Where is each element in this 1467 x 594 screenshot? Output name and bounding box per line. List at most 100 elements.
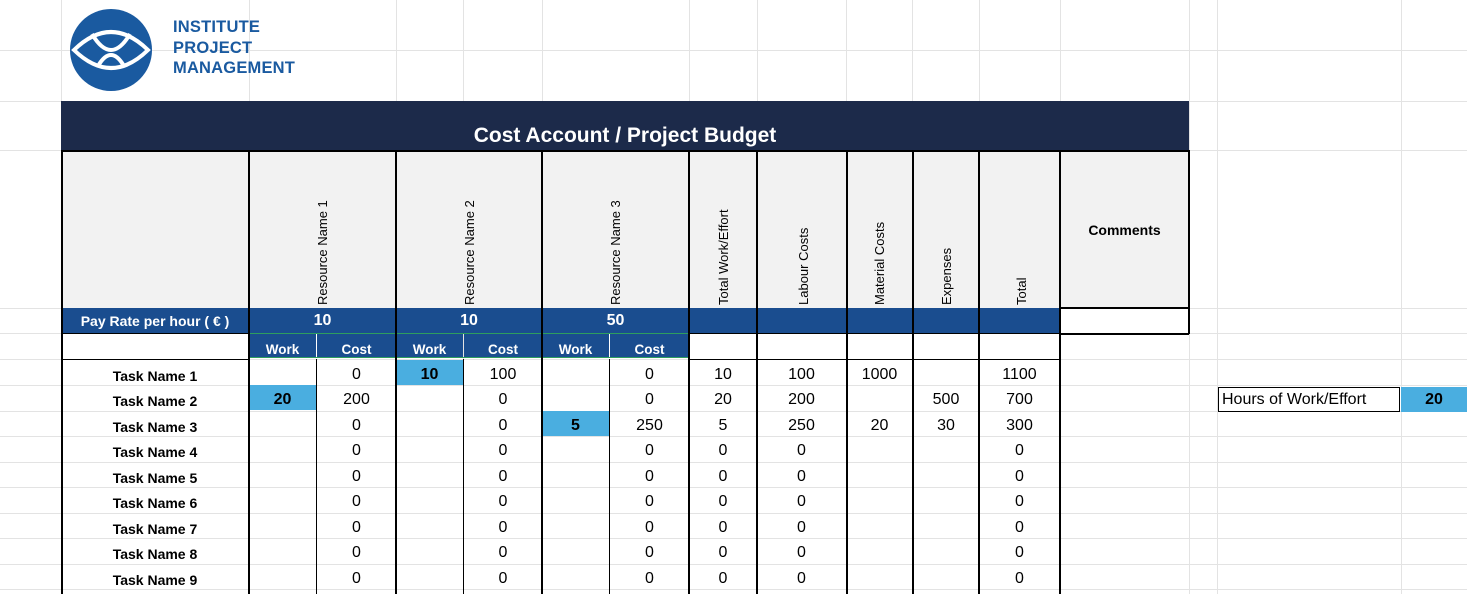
subheader-work-3[interactable]: Work [542, 334, 609, 358]
cell-c2[interactable]: 0 [498, 544, 508, 561]
header-resource-1[interactable]: Resource Name 1 [315, 200, 330, 305]
cell-w3[interactable] [542, 360, 609, 385]
cell-w3[interactable] [542, 436, 609, 461]
cell-c2[interactable]: 0 [498, 417, 508, 434]
cell-w2[interactable] [396, 411, 463, 436]
cell-c3[interactable]: 0 [645, 366, 654, 383]
cell-mc[interactable] [847, 385, 912, 410]
cell-tw[interactable]: 0 [718, 493, 728, 510]
cell-mc[interactable] [847, 436, 912, 461]
cell-c3[interactable]: 0 [645, 519, 654, 536]
hours-of-work-label[interactable]: Hours of Work/Effort [1218, 387, 1400, 412]
cell-mc[interactable] [847, 462, 912, 487]
cell-w2[interactable] [396, 564, 463, 589]
cell-c1[interactable]: 0 [352, 442, 361, 459]
cell-ex[interactable] [913, 360, 979, 385]
header-labour-costs[interactable]: Labour Costs [796, 227, 811, 305]
cell-c2[interactable]: 0 [498, 570, 508, 587]
cell-w2[interactable] [396, 513, 463, 538]
cell-c3[interactable]: 0 [645, 570, 654, 587]
cell-w3[interactable] [542, 538, 609, 563]
cell-tw[interactable]: 0 [718, 468, 728, 485]
cell-lc[interactable]: 200 [788, 391, 815, 408]
cell-tot[interactable]: 300 [1006, 417, 1033, 434]
cell-lc[interactable]: 0 [797, 468, 806, 485]
cell-mc[interactable] [847, 513, 912, 538]
task-name-cell[interactable]: Task Name 5 [112, 470, 198, 486]
cell-mc[interactable] [847, 538, 912, 563]
cell-w1[interactable] [249, 513, 316, 538]
cell-lc[interactable]: 0 [797, 493, 806, 510]
cell-c1[interactable]: 0 [352, 519, 361, 536]
subheader-cost-2[interactable]: Cost [464, 334, 542, 358]
subheader-cost-1[interactable]: Cost [317, 334, 396, 358]
cell-lc[interactable]: 0 [797, 442, 806, 459]
cell-tw[interactable]: 10 [714, 366, 732, 383]
cell-w1[interactable] [249, 564, 316, 589]
cell-w1[interactable] [249, 436, 316, 461]
cell-ex[interactable] [913, 436, 979, 461]
cell-tot[interactable]: 0 [1015, 468, 1024, 485]
cell-c2[interactable]: 0 [498, 442, 508, 459]
cell-tot[interactable]: 0 [1015, 442, 1024, 459]
cell-w3[interactable] [542, 385, 609, 410]
cell-w1[interactable] [249, 360, 316, 385]
task-name-cell[interactable]: Task Name 8 [112, 546, 198, 562]
task-name-cell[interactable]: Task Name 4 [112, 444, 198, 460]
cell-tw[interactable]: 0 [718, 570, 728, 587]
cell-lc[interactable]: 0 [797, 519, 806, 536]
cell-w2[interactable] [396, 436, 463, 461]
hours-of-work-value[interactable]: 20 [1401, 387, 1467, 412]
cell-lc[interactable]: 0 [797, 544, 806, 561]
cell-w3[interactable] [542, 513, 609, 538]
cell-w1[interactable] [249, 462, 316, 487]
cell-ex[interactable] [913, 462, 979, 487]
cell-w3[interactable]: 5 [542, 411, 609, 436]
cell-mc[interactable]: 20 [870, 417, 889, 434]
task-name-cell[interactable]: Task Name 7 [112, 521, 198, 537]
cell-c3[interactable]: 0 [645, 442, 654, 459]
cell-c2[interactable]: 0 [498, 519, 508, 536]
cell-tot[interactable]: 0 [1015, 570, 1024, 587]
cell-c1[interactable]: 0 [352, 570, 361, 587]
task-name-cell[interactable]: Task Name 9 [112, 572, 198, 588]
pay-rate-resource-2[interactable]: 10 [460, 311, 478, 329]
cell-ex[interactable] [913, 487, 979, 512]
cell-w1[interactable]: 20 [249, 385, 316, 410]
cell-ex[interactable] [913, 513, 979, 538]
cell-mc[interactable]: 1000 [861, 366, 898, 383]
cell-w3[interactable] [542, 487, 609, 512]
cell-c1[interactable]: 0 [352, 544, 361, 561]
task-name-cell[interactable]: Task Name 1 [112, 368, 198, 384]
cell-w2[interactable] [396, 385, 463, 410]
cell-w3[interactable] [542, 462, 609, 487]
cell-w2[interactable] [396, 538, 463, 563]
pay-rate-resource-3[interactable]: 50 [606, 311, 625, 329]
subheader-work-2[interactable]: Work [396, 334, 463, 358]
subheader-cost-3[interactable]: Cost [610, 334, 689, 358]
cell-c1[interactable]: 0 [352, 366, 361, 383]
cell-lc[interactable]: 250 [788, 417, 815, 434]
cell-w2[interactable]: 10 [396, 360, 463, 385]
cell-w1[interactable] [249, 487, 316, 512]
cell-tot[interactable]: 700 [1006, 391, 1033, 408]
header-total-work[interactable]: Total Work/Effort [716, 209, 731, 305]
pay-rate-resource-1[interactable]: 10 [313, 311, 332, 329]
cell-tot[interactable]: 1100 [1002, 366, 1037, 383]
subheader-work-1[interactable]: Work [249, 334, 316, 358]
cell-c1[interactable]: 200 [343, 391, 370, 408]
header-comments[interactable]: Comments [1088, 222, 1161, 238]
cell-ex[interactable] [913, 538, 979, 563]
header-resource-2[interactable]: Resource Name 2 [462, 200, 477, 305]
cell-w3[interactable] [542, 564, 609, 589]
header-expenses[interactable]: Expenses [939, 247, 954, 305]
cell-tw[interactable]: 5 [718, 417, 728, 434]
header-total[interactable]: Total [1014, 277, 1029, 305]
cell-mc[interactable] [847, 564, 912, 589]
task-name-cell[interactable]: Task Name 6 [112, 495, 198, 511]
cell-mc[interactable] [847, 487, 912, 512]
cell-c2[interactable]: 0 [498, 391, 508, 408]
task-name-cell[interactable]: Task Name 2 [112, 393, 198, 409]
pay-rate-label[interactable]: Pay Rate per hour ( € ) [80, 312, 230, 329]
cell-tot[interactable]: 0 [1015, 493, 1024, 510]
